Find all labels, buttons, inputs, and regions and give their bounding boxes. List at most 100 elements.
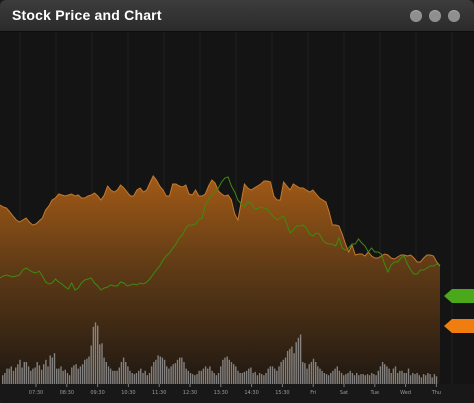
volume-bar bbox=[142, 373, 144, 384]
volume-bar bbox=[248, 368, 250, 384]
volume-bar bbox=[36, 362, 38, 384]
volume-bar bbox=[235, 366, 237, 384]
price-area-layer bbox=[0, 175, 441, 384]
volume-bar bbox=[215, 375, 218, 384]
volume-bar bbox=[284, 357, 287, 384]
comparison-price-marker bbox=[444, 319, 474, 333]
volume-bar bbox=[60, 366, 62, 384]
volume-bar bbox=[224, 357, 226, 384]
volume-bar bbox=[433, 374, 436, 384]
volume-bar bbox=[228, 359, 230, 384]
volume-bar bbox=[394, 366, 397, 384]
volume-bar bbox=[261, 374, 263, 384]
volume-bar bbox=[194, 375, 196, 384]
volume-bar bbox=[425, 375, 427, 384]
volume-bar bbox=[25, 362, 28, 384]
volume-bar bbox=[191, 374, 194, 384]
window-title: Stock Price and Chart bbox=[12, 7, 162, 23]
volume-bar bbox=[239, 373, 241, 384]
x-tick-label: 07:30 bbox=[29, 390, 43, 396]
volume-bar bbox=[172, 364, 174, 384]
volume-bar bbox=[131, 373, 133, 384]
volume-bar bbox=[252, 373, 254, 384]
volume-bar bbox=[68, 375, 71, 384]
volume-bar bbox=[176, 359, 179, 384]
volume-bar bbox=[250, 367, 252, 384]
stock-chart[interactable]: 07:30 08:30 09:30 10:30 11:30 12:30 13:30 14:30… bbox=[0, 32, 474, 403]
volume-bar bbox=[94, 322, 97, 384]
volume-bar bbox=[200, 370, 202, 384]
volume-bar bbox=[269, 366, 271, 384]
volume-bar bbox=[10, 366, 12, 384]
volume-bar bbox=[88, 356, 90, 384]
volume-bar bbox=[375, 375, 377, 384]
volume-bar bbox=[319, 368, 321, 384]
volume-bar bbox=[271, 366, 274, 384]
volume-bar bbox=[377, 370, 379, 384]
title-bar[interactable]: Stock Price and Chart bbox=[0, 0, 474, 32]
volume-bar bbox=[362, 374, 364, 384]
volume-bar bbox=[386, 366, 388, 384]
volume-bar bbox=[112, 370, 114, 384]
volume-bar bbox=[241, 373, 243, 384]
volume-bar bbox=[204, 366, 207, 384]
volume-bar bbox=[23, 362, 25, 384]
volume-bar bbox=[53, 353, 56, 384]
volume-bar bbox=[435, 376, 438, 384]
volume-bar bbox=[159, 356, 161, 384]
minimize-icon[interactable] bbox=[410, 10, 422, 22]
volume-bar bbox=[217, 373, 220, 384]
maximize-icon[interactable] bbox=[429, 10, 441, 22]
volume-bar bbox=[409, 375, 412, 384]
x-tick-label: Sat bbox=[340, 390, 348, 396]
volume-bar bbox=[153, 362, 155, 384]
volume-bar bbox=[422, 374, 425, 384]
volume-bar bbox=[135, 373, 138, 384]
x-axis: 07:30 08:30 09:30 10:30 11:30 12:30 13:30 14:30… bbox=[0, 384, 474, 403]
x-tick-label: Tue bbox=[370, 390, 380, 396]
volume-bar bbox=[310, 362, 313, 384]
volume-bar bbox=[174, 363, 177, 384]
volume-bar bbox=[179, 357, 181, 384]
volume-bar bbox=[140, 368, 142, 384]
volume-bar bbox=[86, 358, 88, 384]
close-icon[interactable] bbox=[448, 10, 460, 22]
volume-bar bbox=[258, 373, 261, 384]
volume-bar bbox=[345, 374, 347, 384]
volume-bar bbox=[99, 344, 101, 384]
volume-bar bbox=[332, 370, 334, 384]
volume-bar bbox=[21, 367, 23, 384]
volume-bar bbox=[114, 370, 116, 384]
volume-bar bbox=[330, 373, 332, 384]
volume-bar bbox=[325, 374, 328, 384]
volume-bar bbox=[263, 375, 265, 384]
volume-bar bbox=[392, 368, 395, 384]
volume-bar bbox=[274, 368, 276, 384]
volume-bar bbox=[364, 375, 366, 384]
volume-bar bbox=[295, 342, 297, 384]
volume-bar bbox=[30, 370, 32, 384]
volume-bar bbox=[334, 368, 336, 384]
volume-bar bbox=[293, 353, 295, 384]
volume-bar bbox=[418, 375, 420, 384]
volume-bar bbox=[198, 370, 200, 384]
volume-bar bbox=[73, 365, 75, 384]
volume-bar bbox=[97, 325, 99, 384]
volume-bar bbox=[306, 368, 308, 384]
volume-bar bbox=[187, 370, 189, 384]
volume-bar bbox=[278, 366, 280, 384]
volume-bar bbox=[92, 326, 95, 384]
volume-bar bbox=[125, 362, 127, 384]
volume-bar bbox=[40, 369, 43, 384]
volume-bar bbox=[243, 371, 246, 384]
volume-bar bbox=[185, 368, 187, 384]
volume-bar bbox=[390, 373, 392, 384]
price-line bbox=[0, 175, 441, 267]
current-price-marker bbox=[444, 289, 474, 303]
comparison-line bbox=[0, 176, 441, 291]
volume-bar bbox=[405, 373, 407, 384]
volume-bar bbox=[233, 364, 235, 384]
volume-bar bbox=[118, 367, 120, 384]
volume-bar bbox=[166, 366, 168, 384]
